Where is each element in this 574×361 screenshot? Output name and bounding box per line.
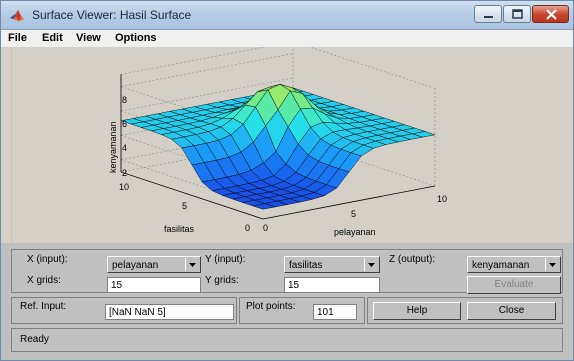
z-axis-label: kenyamanan bbox=[108, 121, 118, 173]
z-output-label: Z (output): bbox=[389, 254, 436, 265]
z-tick-8: 8 bbox=[122, 95, 127, 105]
z-output-value: kenyamanan bbox=[472, 260, 530, 271]
minimize-icon bbox=[484, 16, 493, 18]
surface-patch bbox=[411, 131, 436, 138]
menu-bar: File Edit View Options bbox=[1, 30, 573, 47]
y-input-label: Y (input): bbox=[205, 254, 246, 265]
x-tick-0: 0 bbox=[263, 223, 268, 233]
y-tick-10: 10 bbox=[119, 182, 129, 192]
status-bar: Ready bbox=[11, 328, 563, 352]
chevron-down-icon bbox=[185, 258, 199, 271]
plot-points-value: 101 bbox=[317, 307, 334, 318]
y-input-select[interactable]: fasilitas bbox=[284, 256, 380, 273]
plot-points-input[interactable]: 101 bbox=[313, 304, 357, 320]
x-axis-line bbox=[262, 185, 436, 220]
evaluate-button[interactable]: Evaluate bbox=[467, 276, 561, 294]
z-tick-4: 4 bbox=[122, 143, 127, 153]
x-axis-label: pelayanan bbox=[334, 227, 376, 237]
menu-options[interactable]: Options bbox=[115, 32, 157, 44]
y-axis-line bbox=[120, 171, 264, 220]
back-top-edge bbox=[120, 47, 266, 75]
y-tick-5: 5 bbox=[182, 201, 187, 211]
chevron-down-icon bbox=[545, 258, 559, 271]
z-tick-2: 2 bbox=[122, 168, 127, 178]
plot-frame-edge bbox=[1, 47, 12, 243]
z-tick-6: 6 bbox=[122, 119, 127, 129]
x-input-label: X (input): bbox=[27, 254, 68, 265]
menu-edit[interactable]: Edit bbox=[42, 32, 63, 44]
help-button[interactable]: Help bbox=[373, 302, 461, 320]
plot-points-label: Plot points: bbox=[246, 301, 296, 312]
menu-file[interactable]: File bbox=[8, 32, 27, 44]
y-grids-value: 15 bbox=[288, 280, 300, 291]
x-tick-10: 10 bbox=[437, 194, 447, 204]
ref-input-label: Ref. Input: bbox=[20, 301, 67, 312]
x-grids-input[interactable]: 15 bbox=[107, 277, 201, 293]
y-axis-label: fasilitas bbox=[164, 224, 195, 234]
x-input-select[interactable]: pelayanan bbox=[107, 256, 201, 273]
z-output-select[interactable]: kenyamanan bbox=[467, 256, 561, 273]
surface-mesh bbox=[120, 84, 436, 210]
y-input-value: fasilitas bbox=[289, 260, 323, 271]
x-grids-value: 15 bbox=[111, 280, 123, 291]
buttons-panel: Help Close bbox=[367, 297, 563, 324]
chevron-down-icon bbox=[364, 258, 378, 271]
minimize-button[interactable] bbox=[474, 5, 502, 23]
plot-points-panel: Plot points: 101 bbox=[239, 297, 365, 324]
surface-plot[interactable]: 8 6 4 2 10 5 0 0 5 10 fasilitas pelayana… bbox=[1, 47, 573, 243]
y-grids-input[interactable]: 15 bbox=[284, 277, 380, 293]
y-tick-0: 0 bbox=[245, 223, 250, 233]
close-window-button[interactable] bbox=[532, 5, 569, 23]
y-grids-label: Y grids: bbox=[205, 275, 239, 286]
reference-input-panel: Ref. Input: [NaN NaN 5] bbox=[11, 297, 237, 324]
menu-view[interactable]: View bbox=[76, 32, 101, 44]
maximize-button[interactable] bbox=[503, 5, 531, 23]
window-title: Surface Viewer: Hasil Surface bbox=[32, 8, 192, 22]
ref-input-value: [NaN NaN 5] bbox=[109, 307, 166, 318]
status-text: Ready bbox=[20, 334, 49, 345]
x-tick-5: 5 bbox=[351, 209, 356, 219]
close-icon bbox=[546, 9, 557, 20]
maximize-icon bbox=[512, 9, 523, 19]
close-button[interactable]: Close bbox=[467, 302, 556, 320]
right-top-edge bbox=[308, 47, 436, 89]
input-selection-panel: X (input): pelayanan Y (input): fasilita… bbox=[11, 249, 563, 294]
axis-ticks: 8 6 4 2 10 5 0 0 5 10 fasilitas pelayana… bbox=[108, 95, 447, 237]
z-grid-line bbox=[120, 53, 294, 87]
matlab-logo-icon bbox=[10, 10, 24, 21]
title-bar[interactable]: Surface Viewer: Hasil Surface bbox=[1, 1, 573, 30]
surface-plot-area: 8 6 4 2 10 5 0 0 5 10 fasilitas pelayana… bbox=[1, 47, 573, 243]
controls-area: X (input): pelayanan Y (input): fasilita… bbox=[1, 243, 573, 360]
x-grids-label: X grids: bbox=[27, 275, 61, 286]
z-grid-line bbox=[120, 77, 294, 112]
x-input-value: pelayanan bbox=[112, 260, 159, 271]
ref-input-field[interactable]: [NaN NaN 5] bbox=[105, 304, 234, 320]
